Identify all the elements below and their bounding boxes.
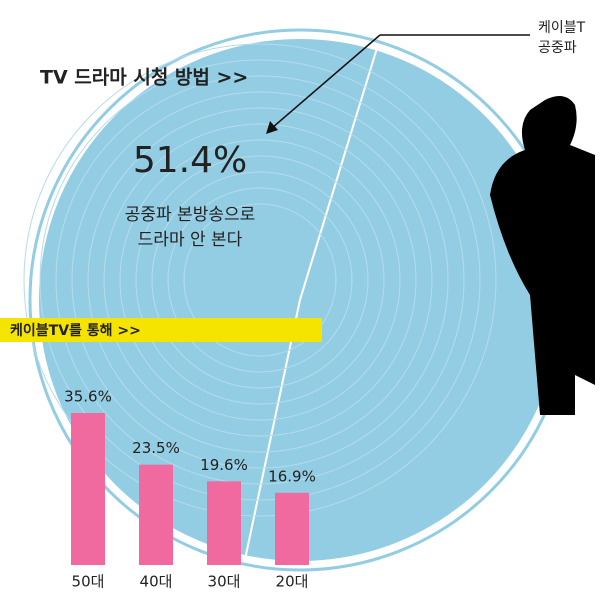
texture-ring xyxy=(39,59,481,501)
texture-ring xyxy=(103,123,417,437)
title-band xyxy=(0,318,322,342)
texture-ring xyxy=(71,91,449,469)
value-label: 51.4% xyxy=(133,140,247,181)
texture-ring xyxy=(135,155,385,405)
annotation: 공중파 본방송으로 xyxy=(125,205,256,225)
texture-ring xyxy=(119,139,401,421)
bar xyxy=(139,464,173,565)
annotation: 드라마 안 본다 xyxy=(138,230,243,250)
bar xyxy=(275,492,309,565)
value-label: 19.6% xyxy=(200,456,248,474)
arrow-head xyxy=(266,121,278,134)
texture-ring xyxy=(55,75,465,485)
value-label: 35.6% xyxy=(64,387,112,405)
bar xyxy=(207,481,241,565)
bar xyxy=(71,412,105,565)
texture-ring xyxy=(23,43,497,517)
value-label: 23.5% xyxy=(132,439,180,457)
silhouette xyxy=(490,96,595,415)
x-tick-label: 40대 xyxy=(140,573,173,591)
annotation: 케이블T xyxy=(538,20,586,36)
texture-ring xyxy=(151,171,369,389)
value-label: 16.9% xyxy=(268,467,316,485)
arrow-line xyxy=(271,34,381,129)
texture-ring xyxy=(87,107,433,453)
chart-title: 케이블TV를 통해 >> xyxy=(10,322,141,339)
texture-ring xyxy=(167,187,353,373)
annotation: 공중파 xyxy=(538,40,577,56)
texture-ring xyxy=(183,203,337,357)
x-tick-label: 50대 xyxy=(72,573,105,591)
x-tick-label: 20대 xyxy=(276,573,309,591)
pie xyxy=(23,37,564,563)
pie-slice xyxy=(37,37,378,558)
x-tick-label: 30대 xyxy=(208,573,241,591)
chart-title: TV 드라마 시청 방법 >> xyxy=(40,67,248,89)
